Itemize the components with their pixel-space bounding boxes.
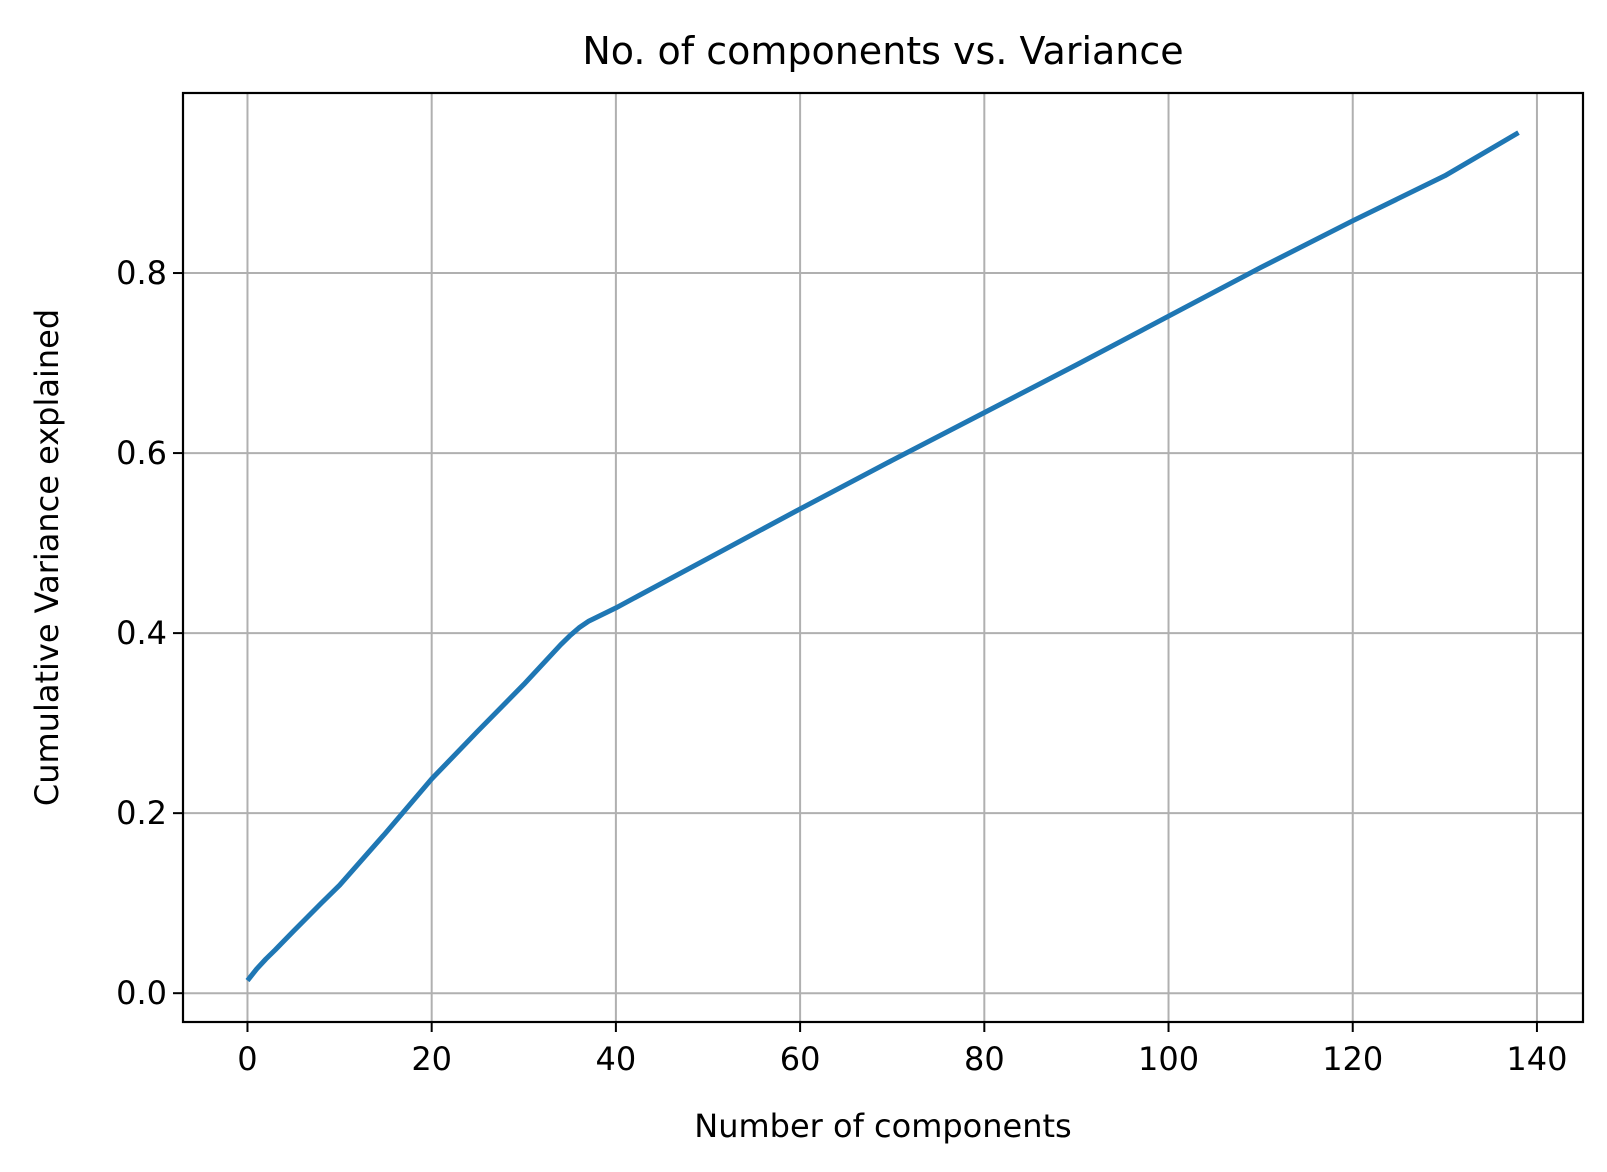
x-tick-label: 100 — [1138, 1040, 1199, 1078]
y-tick-label: 0.0 — [116, 974, 167, 1012]
x-tick-label: 60 — [780, 1040, 821, 1078]
plot-frame — [181, 91, 1585, 1024]
y-tick-label: 0.6 — [116, 434, 167, 472]
x-tick-label: 120 — [1322, 1040, 1383, 1078]
x-tick-label: 40 — [596, 1040, 637, 1078]
y-tick-label: 0.8 — [116, 254, 167, 292]
x-tick-label: 0 — [237, 1040, 257, 1078]
series-layer — [245, 130, 1520, 983]
y-tick-label: 0.2 — [116, 794, 167, 832]
chart-title: No. of components vs. Variance — [582, 29, 1183, 73]
x-tick-label: 140 — [1506, 1040, 1567, 1078]
x-axis-label: Number of components — [694, 1107, 1071, 1145]
axis-ticks: 0 20 40 60 80 100 120 140 0.0 0.2 0.4 0.6 0.8 — [116, 254, 1567, 1078]
x-tick-label: 80 — [964, 1040, 1005, 1078]
x-tick-label: 20 — [411, 1040, 452, 1078]
y-tick-label: 0.4 — [116, 614, 167, 652]
y-axis-label: Cumulative Variance explained — [28, 309, 66, 806]
series-line — [245, 130, 1520, 983]
grid — [183, 93, 1583, 1022]
